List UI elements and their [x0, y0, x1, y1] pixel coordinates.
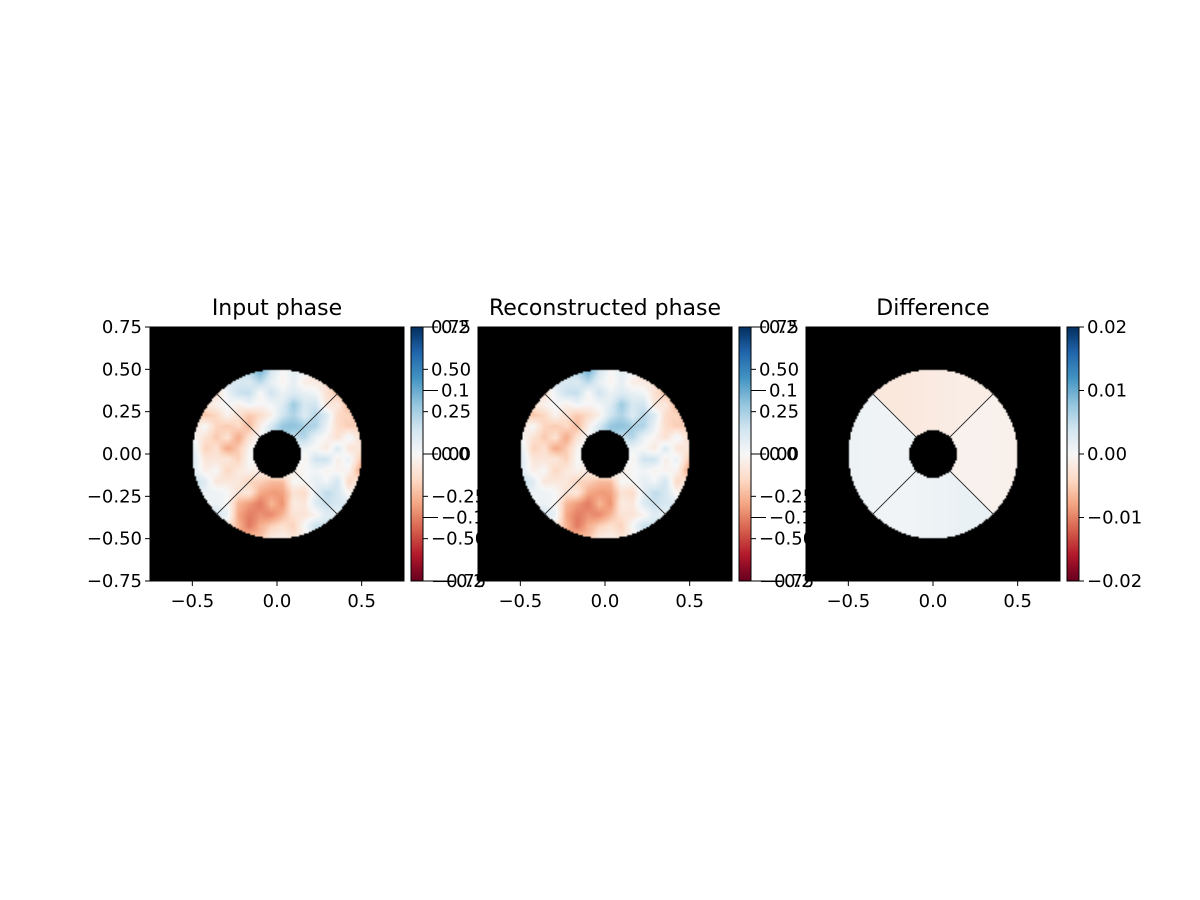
colorbar-tick-label: 0.50 — [759, 359, 799, 380]
spider-2 — [872, 470, 917, 515]
spider-2 — [216, 470, 261, 515]
spider-0 — [949, 393, 994, 438]
spider-0 — [621, 393, 666, 438]
spider-1 — [544, 393, 589, 438]
colorbar-tick-label: 0.2 — [441, 317, 470, 338]
colorbar-tick-label: 0.02 — [1087, 317, 1127, 338]
colorbar-tick-label: 0.25 — [759, 402, 799, 423]
colorbar-tick-label: 0.00 — [1087, 444, 1127, 465]
colorbar-tick-label: −0.1 — [769, 508, 813, 529]
colorbar-tick-label: 0.00 — [759, 444, 799, 465]
colorbar-tick-label: 0.50 — [431, 359, 471, 380]
x-tick-label: 0.5 — [1003, 591, 1032, 612]
colorbar-tick-label: 0.2 — [769, 317, 798, 338]
y-tick-label: 0.75 — [102, 317, 142, 338]
x-tick-label: 0.5 — [675, 591, 704, 612]
spider-3 — [293, 470, 338, 515]
colorbar-tick-label: −0.75 — [759, 571, 814, 592]
x-tick-label: 0.0 — [591, 591, 620, 612]
y-tick-label: −0.25 — [87, 486, 142, 507]
x-tick-label: 0.5 — [347, 591, 376, 612]
y-tick-label: −0.50 — [87, 529, 142, 550]
y-tick-label: 0.50 — [102, 359, 142, 380]
panel-1: Reconstructed phase −0.5 0.0 0.5 0.75 0.50 0.2… — [477, 296, 814, 612]
x-tick-label: 0.0 — [263, 591, 292, 612]
colorbar-tick-label: −0.75 — [431, 571, 486, 592]
colorbar-tick-label: −0.25 — [759, 486, 814, 507]
panel-title: Reconstructed phase — [489, 296, 721, 321]
colorbar-tick-label: −0.01 — [1087, 508, 1142, 529]
colorbar-tick-label: 0.25 — [431, 402, 471, 423]
panel-2: Difference −0.5 0.0 0.5 0.02 0.01 0.00 −0.01 −0.… — [805, 296, 1142, 612]
x-tick-label: 0.0 — [919, 591, 948, 612]
y-tick-label: −0.75 — [87, 571, 142, 592]
y-tick-label: 0.25 — [102, 402, 142, 423]
colorbar-tick-label: 0.00 — [431, 444, 471, 465]
colorbar-tick-label: −0.2 — [769, 571, 813, 592]
phase-map-1 — [478, 327, 732, 581]
colorbar — [739, 327, 751, 581]
colorbar-tick-label: 0.75 — [759, 317, 799, 338]
x-tick-label: −0.5 — [170, 591, 214, 612]
y-tick-label: 0.00 — [102, 444, 142, 465]
colorbar — [1067, 327, 1079, 581]
spider-2 — [544, 470, 589, 515]
panel-title: Difference — [876, 296, 989, 321]
colorbar-tick-label: −0.50 — [759, 529, 814, 550]
colorbar-tick-label: 0.1 — [769, 381, 798, 402]
spider-1 — [216, 393, 261, 438]
colorbar-tick-label: 0.75 — [431, 317, 471, 338]
colorbar — [411, 327, 423, 581]
spider-3 — [949, 470, 994, 515]
phase-map-0 — [150, 327, 404, 581]
x-tick-label: −0.5 — [498, 591, 542, 612]
spider-0 — [293, 393, 338, 438]
panel-0: Input phase −0.5 0.0 0.5 0.75 0.50 0.25 0.00 −0.… — [87, 296, 486, 612]
colorbar-tick-label: −0.25 — [431, 486, 486, 507]
colorbar-tick-label: −0.50 — [431, 529, 486, 550]
phase-map-2 — [806, 327, 1060, 581]
colorbar-tick-label: −0.2 — [441, 571, 485, 592]
spider-3 — [621, 470, 666, 515]
colorbar-tick-label: 0.0 — [769, 444, 798, 465]
x-tick-label: −0.5 — [826, 591, 870, 612]
panel-title: Input phase — [212, 296, 342, 321]
colorbar-tick-label: 0.0 — [441, 444, 470, 465]
colorbar-tick-label: −0.1 — [441, 508, 485, 529]
colorbar-tick-label: 0.01 — [1087, 381, 1127, 402]
colorbar-tick-label: −0.02 — [1087, 571, 1142, 592]
colorbar-tick-label: 0.1 — [441, 381, 470, 402]
spider-1 — [872, 393, 917, 438]
